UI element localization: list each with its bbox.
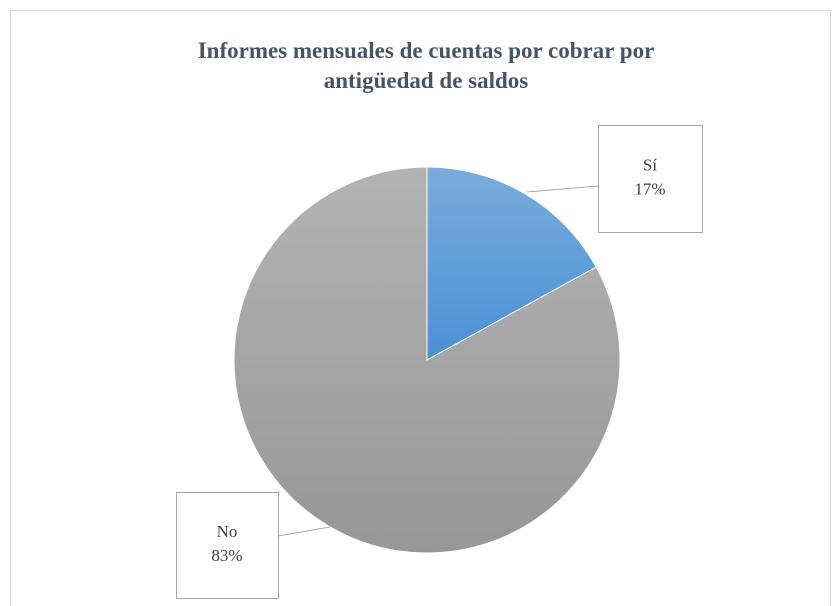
leader-line bbox=[526, 185, 599, 193]
pie-slice bbox=[233, 166, 621, 554]
category-label: Sí bbox=[643, 155, 657, 174]
category-label: No bbox=[217, 522, 238, 541]
pie-slice bbox=[426, 166, 597, 361]
leader-line bbox=[277, 526, 331, 537]
value-label: 17% bbox=[634, 179, 665, 198]
chart-title: Informes mensuales de cuentas por cobrar… bbox=[197, 38, 655, 93]
label-box bbox=[598, 125, 703, 233]
label-box bbox=[176, 492, 279, 599]
value-label: 83% bbox=[211, 546, 242, 565]
